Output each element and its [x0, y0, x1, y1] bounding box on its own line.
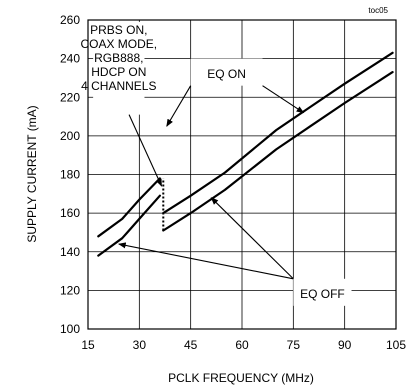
- y-tick-label: 160: [60, 206, 80, 220]
- conditions-text-line: HDCP ON: [91, 65, 146, 79]
- conditions-text-line: 4 CHANNELS: [81, 79, 156, 93]
- eq-off-line-segment: [162, 70, 394, 232]
- x-tick-label: 15: [81, 338, 95, 352]
- axes-layer: 15 30 45 60 75 90 105 100 120 140 160 180 200 220 240 2…: [60, 13, 406, 352]
- y-tick-label: 120: [60, 283, 80, 297]
- x-tick-label: 60: [235, 338, 249, 352]
- y-tick-label: 140: [60, 245, 80, 259]
- y-tick-label: 200: [60, 129, 80, 143]
- eq-on-arrow: [262, 85, 305, 114]
- y-tick-label: 260: [60, 13, 80, 27]
- conditions-box: [93, 21, 145, 115]
- eq-off-box: [293, 278, 352, 306]
- eq-on-label: EQ ON: [207, 67, 246, 81]
- toc-tag: toc05: [368, 6, 388, 15]
- series-layer: [97, 51, 394, 257]
- y-tick-label: 240: [60, 52, 80, 66]
- y-tick-label: 100: [60, 322, 80, 336]
- x-tick-label: 75: [287, 338, 301, 352]
- annotation-layer: PRBS ON,COAX MODE,RGB888,HDCP ON4 CHANNE…: [80, 21, 352, 306]
- plot-frame: [87, 19, 397, 330]
- eq-off-arrow: [210, 197, 294, 280]
- conditions-text-line: PRBS ON,: [90, 23, 147, 37]
- eq-on-arrow: [166, 85, 192, 127]
- conditions-arrow: [128, 114, 163, 187]
- x-tick-label: 105: [386, 338, 406, 352]
- x-tick-label: 30: [133, 338, 147, 352]
- conditions-text-line: COAX MODE,: [80, 37, 157, 51]
- y-tick-label: 180: [60, 168, 80, 182]
- eq-off-line-segment: [97, 194, 161, 257]
- eq-off-arrow: [118, 242, 294, 280]
- y-axis-label: SUPPLY CURRENT (mA): [25, 105, 39, 242]
- x-tick-label: 45: [184, 338, 198, 352]
- eq-on-line-segment: [97, 177, 161, 238]
- eq-on-box: [190, 58, 263, 86]
- y-tick-label: 220: [60, 90, 80, 104]
- eq-off-label: EQ OFF: [300, 287, 345, 301]
- eq-on-line-segment: [162, 51, 394, 215]
- x-axis-label: PCLK FREQUENCY (MHz): [168, 371, 314, 385]
- conditions-text-line: RGB888,: [94, 51, 143, 65]
- x-tick-label: 90: [338, 338, 352, 352]
